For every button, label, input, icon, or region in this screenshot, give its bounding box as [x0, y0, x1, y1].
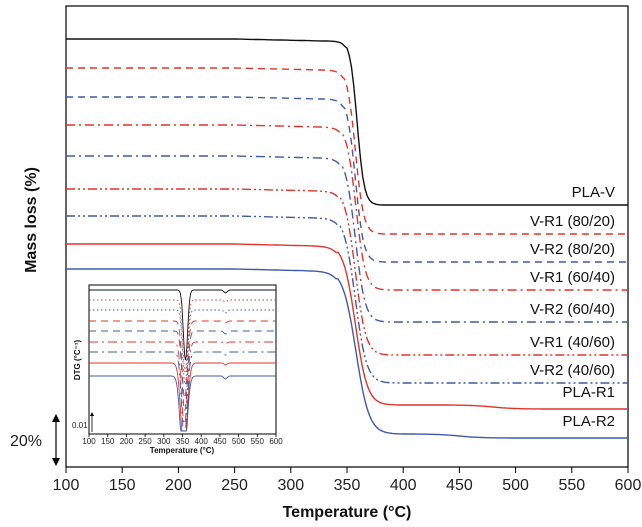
inset-x-axis-title: Temperature (°C): [150, 446, 215, 455]
series-label: V-R1 (80/20): [530, 213, 615, 230]
x-tick-label: 250: [221, 477, 248, 494]
series-label: V-R1 (60/40): [530, 269, 615, 286]
y-axis-title: Mass loss (%): [23, 167, 40, 273]
series-label: V-R1 (40/60): [530, 334, 615, 351]
inset-x-tick-label: 200: [120, 437, 134, 446]
inset-x-axis-ticks: 100 150 200 250 300 350 400 450 500 550 600: [82, 434, 283, 446]
inset-chart: 100 150 200 250 300 350 400 450 500 550 600 Temper…: [72, 284, 283, 455]
inset-x-tick-label: 150: [101, 437, 115, 446]
tga-series-line: [66, 243, 628, 410]
tga-series-line: [66, 67, 628, 235]
x-tick-label: 200: [165, 477, 192, 494]
tga-series-line: [66, 215, 628, 384]
x-tick-label: 300: [277, 477, 304, 494]
inset-x-tick-label: 550: [251, 437, 265, 446]
x-tick-label: 150: [109, 477, 136, 494]
x-tick-label: 400: [390, 477, 417, 494]
tga-series-line: [66, 268, 628, 439]
dtg-series-line: [89, 289, 276, 361]
scale-bar-arrow-up: [52, 414, 60, 422]
series-label: V-R2 (60/40): [530, 301, 615, 318]
series-label: V-R2 (40/60): [530, 362, 615, 379]
tga-series-line: [66, 155, 628, 323]
inset-x-tick-label: 500: [232, 437, 246, 446]
dtg-series-line: [89, 375, 276, 432]
dtg-series-line: [89, 341, 276, 425]
x-tick-label: 350: [334, 477, 361, 494]
series-label: PLA-R2: [562, 413, 615, 430]
inset-x-tick-label: 100: [82, 437, 96, 446]
series-label: PLA-R1: [562, 384, 615, 401]
x-tick-label: 100: [53, 477, 80, 494]
tga-series-line: [66, 124, 628, 291]
main-series-group: [66, 38, 628, 439]
scale-bar-arrow-down: [52, 458, 60, 466]
x-tick-label: 600: [615, 477, 642, 494]
inset-x-tick-label: 300: [157, 437, 171, 446]
x-axis-title: Temperature (°C): [283, 504, 412, 521]
inset-x-tick-label: 600: [269, 437, 283, 446]
series-labels-group: PLA-V V-R1 (80/20) V-R2 (80/20) V-R1 (60/40…: [530, 184, 615, 430]
dtg-series-line: [89, 299, 276, 373]
x-axis-ticks: 100 150 200 250 300 350 400 450 500 550 600: [53, 467, 642, 494]
inset-y-axis-title: DTG (°C⁻¹): [73, 340, 82, 381]
tga-series-line: [66, 188, 628, 356]
tga-series-line: [66, 38, 628, 206]
tga-series-line: [66, 96, 628, 263]
scale-bar: 20%: [10, 414, 60, 466]
scale-bar-label: 20%: [10, 433, 42, 450]
inset-x-tick-label: 450: [213, 437, 227, 446]
inset-scale-bar-label: 0.01: [72, 421, 88, 430]
series-label: V-R2 (80/20): [530, 241, 615, 258]
dtg-series-line: [89, 330, 276, 412]
series-label: PLA-V: [572, 184, 615, 201]
x-tick-label: 500: [502, 477, 529, 494]
inset-series-group: [89, 289, 276, 432]
dtg-series-line: [89, 309, 276, 385]
inset-scale-bar-arrow: [90, 412, 94, 416]
x-tick-label: 450: [446, 477, 473, 494]
inset-x-tick-label: 400: [195, 437, 209, 446]
inset-x-tick-label: 250: [138, 437, 152, 446]
x-tick-label: 550: [558, 477, 585, 494]
inset-x-tick-label: 350: [176, 437, 190, 446]
dtg-series-line: [89, 351, 276, 432]
